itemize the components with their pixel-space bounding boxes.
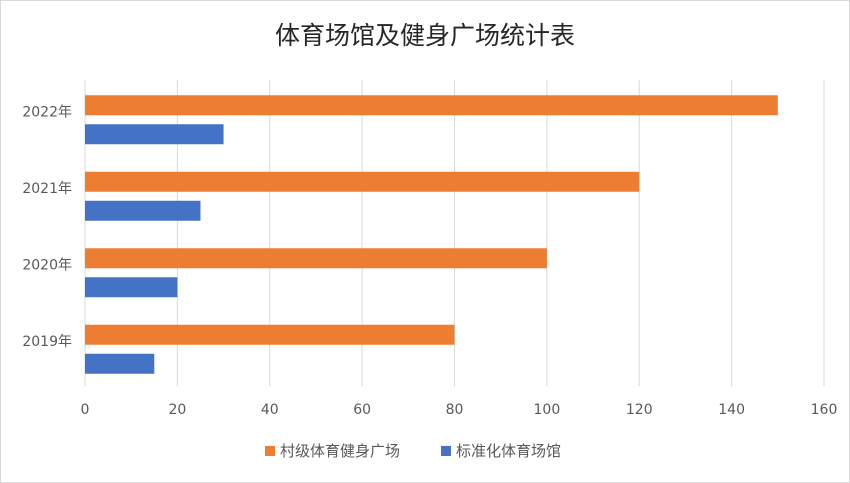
x-tick-label: 160 — [811, 402, 838, 418]
y-tick-label: 2019年 — [22, 334, 72, 350]
bar-standard-stadium — [85, 277, 178, 298]
legend: 村级体育健身广场 标准化体育场馆 — [265, 442, 561, 460]
x-tick-label: 0 — [81, 402, 90, 418]
bar-village-fitness-square — [85, 95, 778, 116]
bar-village-fitness-square — [85, 248, 547, 269]
chart-title: 体育场馆及健身广场统计表 — [275, 21, 575, 50]
legend-label: 标准化体育场馆 — [456, 442, 561, 460]
legend-swatch — [265, 446, 275, 456]
bar-standard-stadium — [85, 200, 201, 221]
x-tick-label: 100 — [534, 402, 561, 418]
legend-label: 村级体育健身广场 — [280, 442, 400, 460]
y-tick-label: 2022年 — [22, 104, 72, 120]
legend-swatch — [441, 446, 451, 456]
y-tick-labels: 2019年 2020年 2021年 2022年 — [22, 104, 72, 350]
x-tick-label: 140 — [718, 402, 745, 418]
bar-village-fitness-square — [85, 324, 455, 345]
x-tick-label: 40 — [261, 402, 279, 418]
y-tick-label: 2021年 — [22, 181, 72, 197]
bars — [85, 95, 778, 374]
bar-village-fitness-square — [85, 171, 640, 192]
x-tick-label: 20 — [168, 402, 186, 418]
bar-standard-stadium — [85, 124, 224, 145]
y-tick-label: 2020年 — [22, 257, 72, 273]
x-tick-label: 80 — [446, 402, 464, 418]
x-tick-label: 120 — [626, 402, 653, 418]
x-tick-labels: 0 20 40 60 80 100 120 140 160 — [81, 402, 838, 418]
x-tick-label: 60 — [353, 402, 371, 418]
bar-standard-stadium — [85, 353, 155, 374]
